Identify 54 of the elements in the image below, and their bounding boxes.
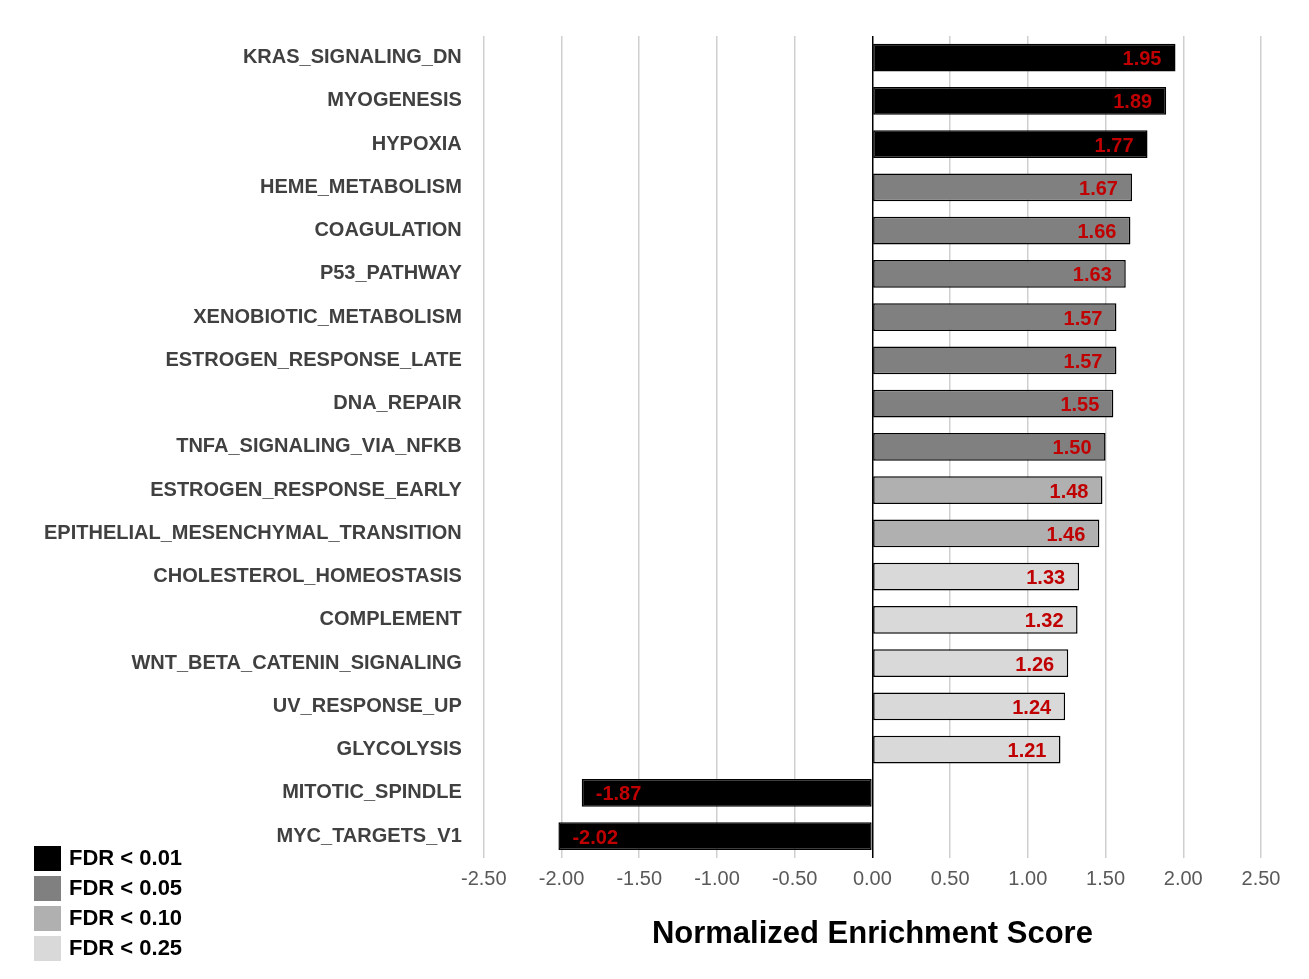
legend-label: FDR < 0.10 [69,905,183,931]
data-label: -2.02 [572,825,619,848]
y-tick-label: ESTROGEN_RESPONSE_LATE [165,347,462,370]
x-tick-label: -1.50 [616,867,663,890]
y-tick-label: CHOLESTEROL_HOMEOSTASIS [153,564,462,587]
y-tick-label: COAGULATION [314,218,462,241]
legend-label: FDR < 0.05 [69,875,183,901]
x-tick-label: -0.50 [771,867,818,890]
x-tick-label: 2.50 [1241,867,1281,890]
y-tick-label: HEME_METABOLISM [259,174,462,197]
data-label: -1.87 [595,782,642,805]
data-label: 1.32 [1024,609,1064,632]
x-tick-label: -1.00 [694,867,740,890]
y-tick-label: MYOGENESIS [327,88,462,111]
data-label: 1.50 [1052,436,1092,459]
data-label: 1.95 [1122,47,1162,70]
data-label: 1.67 [1079,176,1118,199]
y-tick-label: TNFA_SIGNALING_VIA_NFKB [176,434,462,457]
data-label: 1.77 [1094,133,1134,156]
data-label: 1.46 [1046,522,1086,545]
x-tick-label: -2.50 [461,867,507,890]
x-tick-label: 1.00 [1008,867,1048,890]
y-tick-label: DNA_REPAIR [333,391,463,414]
data-label: 1.33 [1026,566,1066,589]
data-label: 1.63 [1072,263,1112,286]
data-label: 1.89 [1113,90,1153,113]
y-tick-label: MITOTIC_SPINDLE [282,780,462,803]
x-axis-title: Normalized Enrichment Score [651,914,1093,950]
data-label: 1.21 [1007,739,1047,762]
y-tick-label: ESTROGEN_RESPONSE_EARLY [150,477,463,500]
data-label: 1.24 [1012,695,1053,718]
data-label: 1.48 [1049,479,1089,502]
y-tick-label: HYPOXIA [371,131,462,154]
x-tick-label: 2.00 [1163,867,1203,890]
y-tick-label: XENOBIOTIC_METABOLISM [193,304,462,327]
y-tick-label: P53_PATHWAY [319,261,463,284]
data-label: 1.57 [1063,306,1103,329]
y-tick-label: GLYCOLYSIS [336,737,462,760]
data-label: 1.57 [1063,349,1103,372]
y-tick-label: COMPLEMENT [319,607,462,630]
x-tick-label: 0.50 [930,867,970,890]
y-tick-label: EPITHELIAL_MESENCHYMAL_TRANSITION [43,520,462,543]
y-tick-label: WNT_BETA_CATENIN_SIGNALING [131,650,462,673]
y-tick-label: UV_RESPONSE_UP [272,693,462,716]
legend-label: FDR < 0.25 [69,935,183,961]
x-tick-label: 1.50 [1086,867,1126,890]
x-tick-label: -2.00 [538,867,585,890]
data-label: 1.26 [1015,652,1055,675]
y-tick-label: MYC_TARGETS_V1 [276,823,462,846]
data-label: 1.55 [1060,393,1100,416]
data-label: 1.66 [1077,220,1117,243]
y-tick-label: KRAS_SIGNALING_DN [242,45,462,68]
x-tick-label: 0.00 [852,867,892,890]
legend-label: FDR < 0.01 [69,845,183,871]
